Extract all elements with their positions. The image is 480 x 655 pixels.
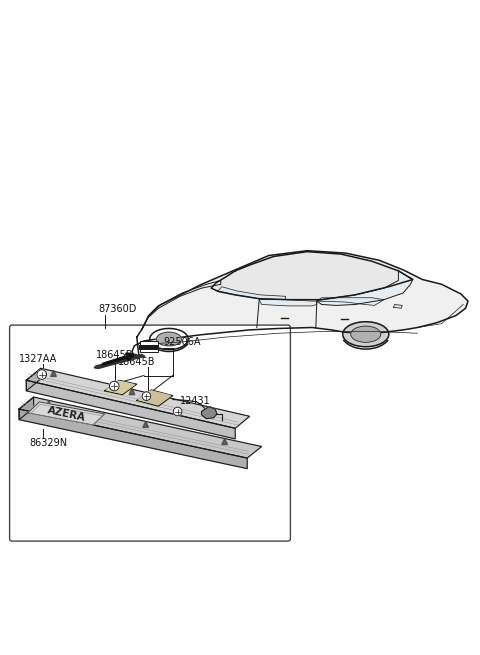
Text: 12431: 12431 [180,396,211,406]
Polygon shape [19,409,247,468]
Polygon shape [26,381,235,439]
Ellipse shape [150,328,188,350]
Polygon shape [19,397,34,420]
Polygon shape [46,401,51,406]
FancyBboxPatch shape [10,325,290,541]
FancyBboxPatch shape [139,345,159,350]
Polygon shape [142,280,221,330]
Text: 18645B: 18645B [118,357,155,367]
Polygon shape [137,390,173,406]
Polygon shape [317,298,384,305]
Polygon shape [26,368,41,391]
FancyBboxPatch shape [140,341,158,352]
Polygon shape [222,439,228,445]
Polygon shape [259,299,317,306]
Ellipse shape [343,322,389,346]
Ellipse shape [156,332,181,346]
Polygon shape [129,388,135,395]
Polygon shape [138,391,170,404]
Circle shape [173,407,182,416]
Text: 18645B: 18645B [96,350,133,360]
Text: 86329N: 86329N [30,438,68,448]
Polygon shape [26,368,250,428]
Text: 92506A: 92506A [163,337,201,346]
Polygon shape [218,287,286,299]
Text: AZERA: AZERA [46,405,86,423]
Polygon shape [211,252,413,299]
Polygon shape [143,422,149,428]
Polygon shape [132,251,468,359]
Circle shape [109,381,119,391]
Polygon shape [107,381,134,393]
Polygon shape [202,407,217,419]
Polygon shape [105,381,137,395]
Polygon shape [28,402,105,425]
Circle shape [37,369,47,379]
Ellipse shape [351,326,381,343]
Circle shape [142,392,151,400]
Text: 87360D: 87360D [98,304,137,314]
Polygon shape [207,407,213,413]
Polygon shape [317,271,413,305]
Polygon shape [94,354,145,368]
Text: 1327AA: 1327AA [19,354,58,364]
Polygon shape [19,397,262,458]
Polygon shape [51,370,57,377]
Polygon shape [394,305,402,309]
